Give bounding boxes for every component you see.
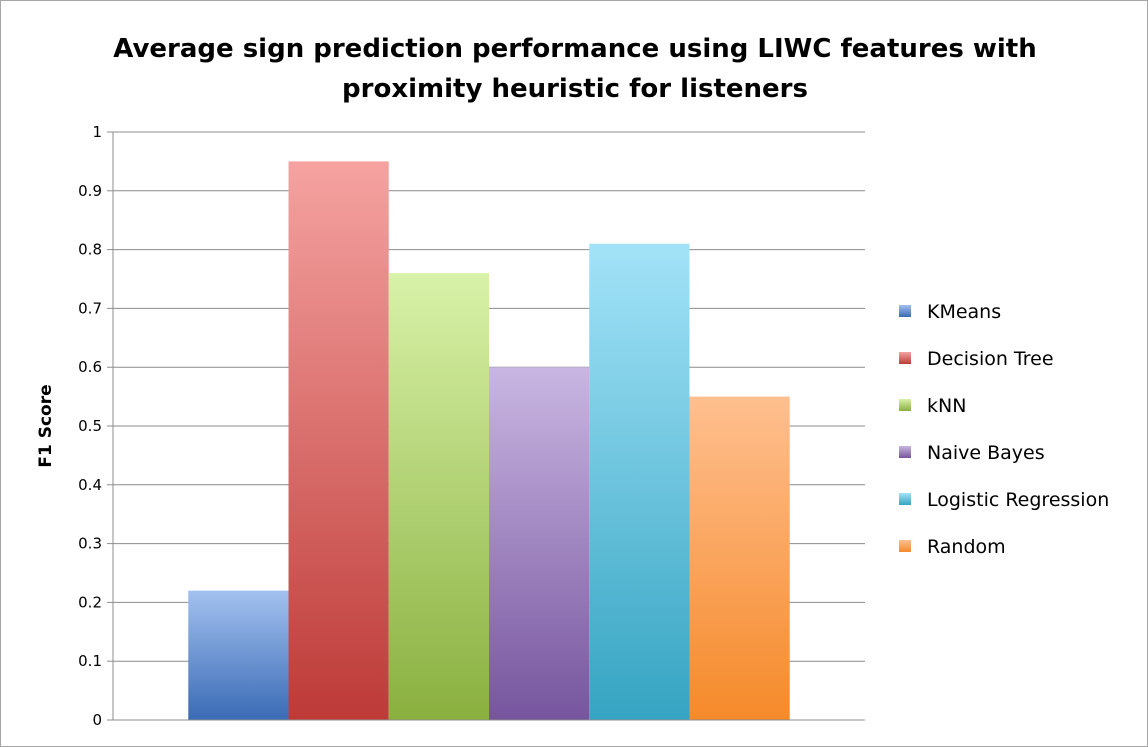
y-tick-label: 0.9 [78,182,102,200]
bars [188,161,790,720]
y-tick-label: 0.6 [78,358,102,376]
y-tick-label: 0.5 [78,417,102,435]
legend-label-decision-tree: Decision Tree [927,348,1054,370]
legend-swatch-logistic-regression [899,493,911,505]
y-tick-label: 0.1 [78,652,102,670]
legend-label-logistic-regression: Logistic Regression [927,489,1109,511]
legend: KMeans Decision Tree kNN Naive Bayes Logisti… [899,301,1109,558]
y-tick-label: 0.4 [78,476,102,494]
y-axis-label: F1 Score [36,384,56,467]
bar-kmeans [188,590,289,720]
legend-label-naive-bayes: Naive Bayes [927,442,1045,464]
y-axis-ticks: 0 0.1 0.2 0.3 0.4 0.5 0.6 0.7 0.8 0.9 1 [78,123,102,729]
legend-label-kmeans: KMeans [927,301,1001,323]
legend-label-knn: kNN [927,395,966,417]
y-tick-label: 0.7 [78,299,102,317]
chart-title-line-1: Average sign prediction performance usin… [113,34,1036,64]
chart-title-line-2: proximity heuristic for listeners [342,74,808,104]
bar-knn [388,273,489,720]
y-tick-label: 0.8 [78,241,102,259]
y-tick-label: 1 [92,123,102,141]
bar-logistic-regression [589,243,690,720]
legend-swatch-random [899,540,911,552]
y-tick-label: 0.2 [78,593,102,611]
bar-random [689,396,790,720]
y-tick-label: 0 [92,711,102,729]
legend-label-random: Random [927,536,1006,558]
y-tick-label: 0.3 [78,535,102,553]
legend-swatch-knn [899,399,911,411]
bar-decision-tree [288,161,389,720]
legend-swatch-kmeans [899,305,911,317]
legend-swatch-naive-bayes [899,446,911,458]
legend-swatch-decision-tree [899,352,911,364]
bar-naive-bayes [489,367,590,720]
